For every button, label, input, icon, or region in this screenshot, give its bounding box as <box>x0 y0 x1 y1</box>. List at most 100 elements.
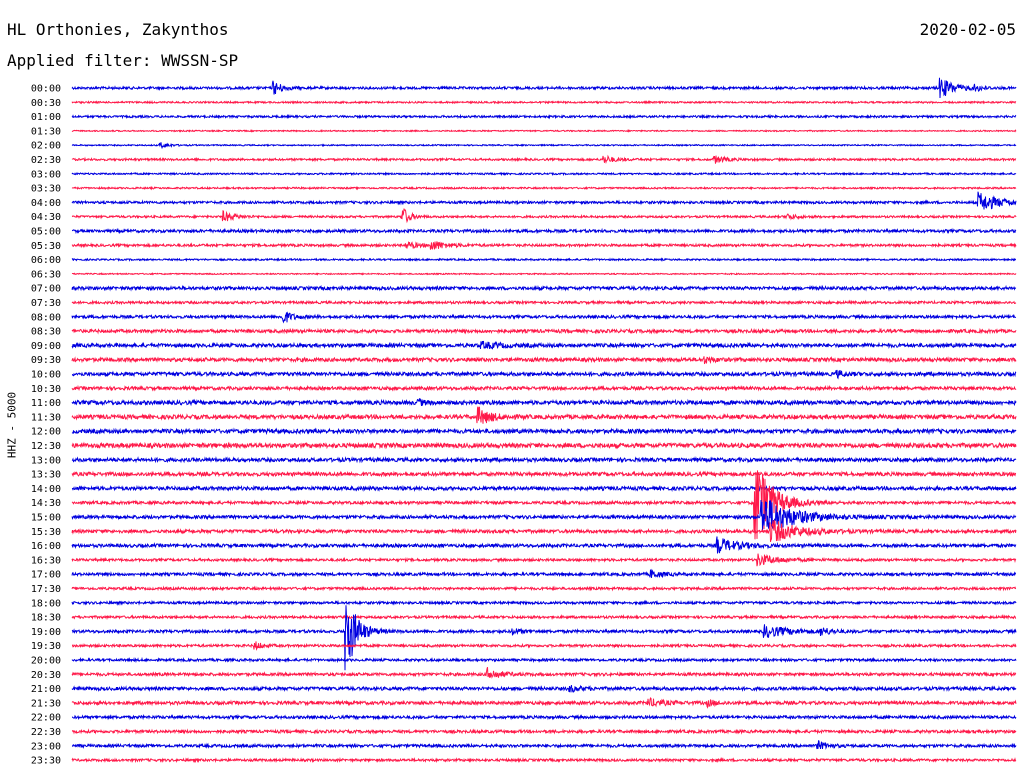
row-label: 14:00 <box>31 484 61 495</box>
trace-row <box>71 740 1017 750</box>
row-label: 21:30 <box>31 698 61 709</box>
trace-row <box>72 227 1017 235</box>
row-label: 18:00 <box>31 598 61 609</box>
row-label: 08:00 <box>31 312 61 323</box>
row-label: 16:30 <box>31 555 61 566</box>
row-label: 07:30 <box>31 298 61 309</box>
trace-row <box>71 605 1017 671</box>
row-label: 04:30 <box>31 212 61 223</box>
row-label: 07:00 <box>31 284 61 295</box>
trace-row <box>71 599 1017 606</box>
row-label: 05:00 <box>31 227 61 238</box>
row-label: 19:30 <box>31 641 61 652</box>
row-label: 23:30 <box>31 756 61 767</box>
row-label: 16:00 <box>31 541 61 552</box>
row-label: 01:00 <box>31 112 61 123</box>
trace-row <box>71 299 1017 306</box>
trace-row <box>71 684 1017 693</box>
trace-row <box>71 697 1017 709</box>
trace-row <box>71 406 1017 424</box>
row-labels: 00:00 00:30 01:00 01:30 02:00 02:30 03:00 03:30… <box>31 84 61 767</box>
row-label: 20:00 <box>31 656 61 667</box>
trace-row <box>71 369 1017 380</box>
row-label: 00:30 <box>31 98 61 109</box>
row-label: 22:30 <box>31 727 61 738</box>
row-label: 10:30 <box>31 384 61 395</box>
station-title: HL Orthonies, Zakynthos <box>7 20 229 39</box>
trace-row <box>71 568 1016 579</box>
trace-row <box>71 185 1017 191</box>
trace-row <box>71 427 1017 436</box>
row-label: 09:30 <box>31 355 61 366</box>
trace-row <box>71 154 1017 165</box>
row-label: 19:00 <box>31 627 61 638</box>
trace-row <box>71 355 1017 365</box>
row-label: 21:00 <box>31 684 61 695</box>
trace-row <box>71 519 1017 543</box>
trace-row <box>71 756 1017 764</box>
row-label: 20:30 <box>31 670 61 681</box>
row-label: 08:30 <box>31 327 61 338</box>
trace-row <box>71 284 1017 292</box>
row-label: 00:00 <box>31 84 61 95</box>
trace-row <box>71 553 1017 567</box>
trace-row <box>71 113 1017 120</box>
trace-row <box>71 499 1017 531</box>
trace-row <box>71 191 1017 210</box>
trace-row <box>71 171 1017 177</box>
trace-row <box>71 613 1017 621</box>
row-label: 06:00 <box>31 255 61 266</box>
trace-row <box>71 656 1017 664</box>
row-label: 23:00 <box>31 741 61 752</box>
trace-row <box>71 257 1016 263</box>
row-label: 17:00 <box>31 570 61 581</box>
trace-row <box>71 536 1017 554</box>
seismic-traces <box>71 77 1017 764</box>
trace-row <box>71 713 1017 721</box>
row-label: 22:00 <box>31 713 61 724</box>
row-label: 15:00 <box>31 513 61 524</box>
trace-row <box>71 129 1017 133</box>
trace-row <box>71 728 1017 735</box>
row-label: 13:30 <box>31 470 61 481</box>
trace-row <box>72 641 1017 651</box>
trace-row <box>71 240 1017 250</box>
date-label: 2020-02-05 <box>919 20 1016 39</box>
trace-row <box>71 272 1017 276</box>
trace-row <box>71 99 1017 105</box>
row-label: 05:30 <box>31 241 61 252</box>
row-label: 02:00 <box>31 141 61 152</box>
trace-row <box>71 77 1017 99</box>
row-label: 06:30 <box>31 269 61 280</box>
row-label: 11:30 <box>31 412 61 423</box>
row-label: 15:30 <box>31 527 61 538</box>
trace-row <box>71 456 1017 464</box>
trace-row <box>71 208 1017 224</box>
trace-row <box>71 484 1017 493</box>
trace-row <box>71 142 1017 150</box>
row-label: 03:30 <box>31 184 61 195</box>
row-label: 01:30 <box>31 126 61 137</box>
row-label: 12:30 <box>31 441 61 452</box>
row-label: 18:30 <box>31 613 61 624</box>
row-label: 10:00 <box>31 370 61 381</box>
trace-row <box>71 666 1017 679</box>
row-label: 09:00 <box>31 341 61 352</box>
trace-row <box>71 585 1017 592</box>
row-label: 14:30 <box>31 498 61 509</box>
trace-row <box>71 470 1017 478</box>
trace-row <box>71 397 1017 407</box>
trace-row <box>71 340 1017 350</box>
row-label: 11:00 <box>31 398 61 409</box>
row-label: 02:30 <box>31 155 61 166</box>
row-label: 03:00 <box>31 169 61 180</box>
row-label: 04:00 <box>31 198 61 209</box>
trace-row <box>71 384 1017 392</box>
trace-row <box>71 441 1017 450</box>
trace-row <box>71 327 1017 335</box>
trace-row <box>71 311 1017 324</box>
trace-row <box>71 470 1017 540</box>
filter-label: Applied filter: WWSSN-SP <box>7 51 239 70</box>
row-label: 17:30 <box>31 584 61 595</box>
